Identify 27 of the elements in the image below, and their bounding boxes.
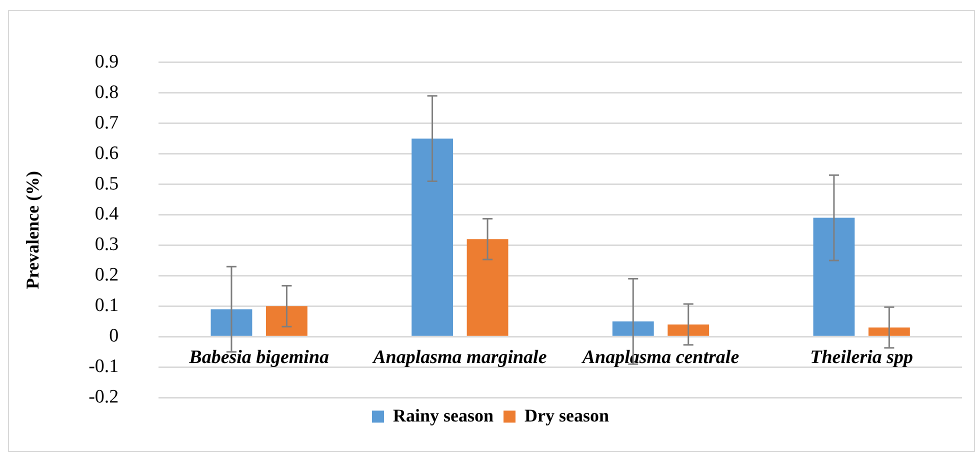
y-axis-title: Prevalence (%): [22, 170, 42, 290]
legend-label: Rainy season: [392, 405, 494, 426]
bar: [466, 239, 508, 336]
y-tick-label: 0.3: [94, 234, 119, 256]
y-tick-label: 0.8: [94, 82, 119, 103]
y-tick-label: 0.1: [94, 295, 119, 316]
bar: [868, 328, 910, 336]
x-tick-label: Anaplasma marginale: [372, 346, 548, 368]
bar: [266, 306, 308, 336]
y-tick-label: 0.2: [94, 264, 119, 286]
y-tick-label: 0.5: [94, 173, 119, 194]
bar: [668, 324, 710, 336]
legend-label: Dry season: [524, 405, 610, 426]
bar: [210, 309, 252, 336]
y-tick-label: -0.1: [88, 356, 119, 378]
y-tick-label: 0.7: [94, 112, 119, 134]
x-tick-label: Anaplasma centrale: [581, 346, 740, 368]
bar: [412, 138, 454, 336]
x-tick-label: Theileria spp: [810, 346, 914, 368]
bar: [813, 218, 855, 336]
y-tick-label: 0.4: [94, 204, 120, 225]
y-tick-label: 0.9: [94, 51, 119, 72]
y-tick-label: 0: [109, 326, 119, 347]
x-tick-label: Babesia bigemina: [188, 346, 330, 368]
bar: [612, 321, 654, 336]
y-tick-label: -0.2: [88, 386, 119, 408]
y-tick-label: 0.6: [94, 142, 119, 164]
